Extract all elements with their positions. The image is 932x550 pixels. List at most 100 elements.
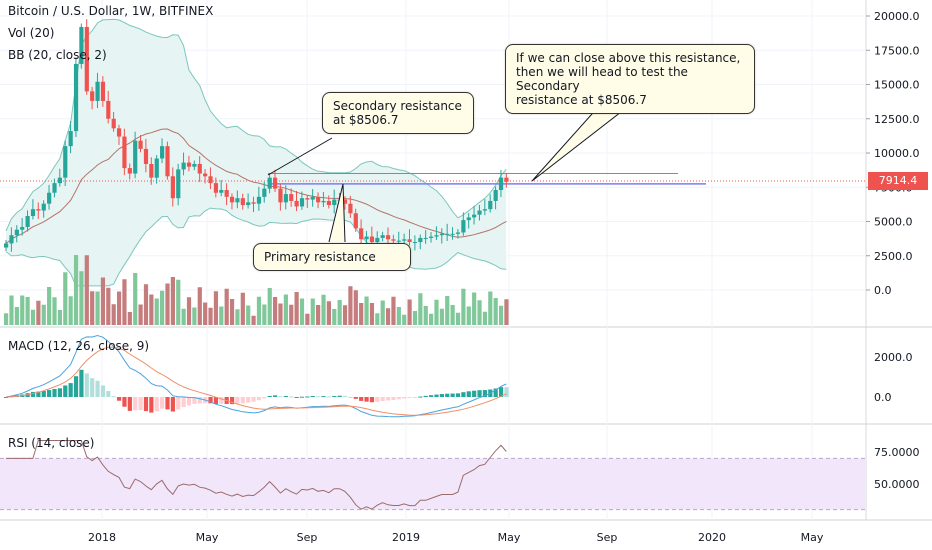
volume-bar: [380, 300, 385, 325]
macd-histogram-bar: [396, 397, 401, 400]
macd-histogram-bar: [294, 397, 299, 398]
volume-bar: [138, 304, 143, 325]
candle-body: [402, 239, 407, 241]
candle-body: [385, 235, 391, 240]
macd-histogram-bar: [251, 397, 256, 402]
volume-bar: [84, 255, 89, 325]
candle-body: [407, 239, 412, 243]
macd-histogram-bar: [90, 378, 95, 397]
macd-histogram-bar: [100, 385, 106, 397]
macd-histogram-bar: [181, 397, 186, 408]
macd-histogram-bar: [375, 397, 380, 402]
macd-histogram-bar: [79, 369, 84, 397]
candle-body: [482, 209, 488, 211]
volume-bar: [57, 310, 62, 325]
secondary-pointer: [267, 137, 333, 176]
volume-bar: [273, 297, 278, 325]
macd-histogram-bar: [63, 385, 68, 397]
secondary-resistance-callout[interactable]: Secondary resistance at $8506.7: [322, 92, 474, 134]
volume-bar: [289, 304, 294, 325]
macd-signal-line: [5, 346, 507, 416]
macd-histogram-bar: [289, 396, 294, 398]
candle-body: [116, 128, 122, 137]
time-tick-label: Sep: [597, 531, 618, 544]
candle-body: [138, 140, 143, 149]
candle-body: [299, 198, 305, 207]
macd-histogram-bar: [305, 396, 310, 398]
candle-body: [127, 168, 132, 174]
candle-body: [79, 26, 84, 64]
macd-histogram-bar: [106, 391, 111, 397]
time-tick-label: May: [801, 531, 824, 544]
volume-bar: [106, 287, 111, 325]
candle-body: [240, 198, 245, 206]
candle-body: [84, 26, 89, 92]
macd-histogram-bar: [402, 397, 407, 399]
candle-body: [498, 177, 504, 190]
macd-histogram-bar: [41, 391, 46, 397]
rsi-band: [0, 458, 866, 510]
candle-body: [359, 228, 364, 240]
volume-bar: [170, 277, 175, 325]
volume-bar: [192, 307, 197, 325]
macd-histogram-bar: [240, 397, 245, 404]
volume-bar: [219, 306, 224, 325]
primary-resistance-callout[interactable]: Primary resistance: [253, 243, 411, 271]
macd-histogram-bar: [342, 395, 348, 397]
volume-bar: [14, 307, 19, 325]
candle-body: [30, 209, 36, 217]
volume-bar: [41, 304, 46, 325]
candle-body: [294, 200, 299, 207]
candle-body: [160, 146, 165, 159]
macd-histogram-bar: [262, 397, 267, 399]
candle-body: [106, 100, 111, 119]
macd-histogram-bar: [423, 395, 428, 397]
macd-histogram-bar: [310, 396, 315, 398]
volume-bar: [246, 305, 251, 325]
volume-bar: [418, 293, 423, 325]
candle-body: [289, 194, 294, 201]
macd-histogram-bar: [299, 396, 305, 398]
vol-indicator-label: Vol (20): [8, 26, 55, 40]
macd-histogram-bar: [450, 393, 455, 397]
candle-body: [203, 173, 208, 177]
macd-histogram-bar: [133, 397, 138, 411]
candle-body: [181, 162, 186, 170]
macd-histogram-bar: [4, 397, 9, 398]
candle-body: [450, 233, 455, 235]
candle-body: [100, 81, 106, 101]
volume-bar: [95, 291, 100, 325]
candle-body: [391, 239, 396, 241]
macd-histogram-bar: [143, 397, 149, 412]
volume-bar: [133, 273, 138, 325]
macd-histogram-bar: [256, 397, 262, 401]
candle-body: [412, 242, 418, 244]
candle-body: [434, 235, 439, 237]
candle-body: [455, 232, 461, 234]
volume-bar: [176, 279, 181, 325]
macd-histogram-bar: [267, 395, 272, 397]
last-price-tag: 7914.4: [868, 172, 928, 190]
candle-body: [41, 203, 46, 211]
macd-histogram-bar: [273, 395, 278, 397]
macd-histogram-bar: [482, 390, 488, 397]
macd-histogram-bar: [170, 397, 175, 412]
volume-bar: [353, 290, 358, 325]
candle-body: [149, 163, 154, 178]
candle-body: [9, 235, 14, 244]
volume-bar: [423, 306, 428, 325]
macd-histogram-bar: [369, 397, 375, 403]
macd-histogram-bar: [504, 387, 509, 397]
candle-body: [192, 163, 197, 167]
macd-histogram-bar: [208, 397, 213, 404]
volume-bar: [342, 305, 348, 325]
note-callout[interactable]: If we can close above this resistance, t…: [505, 44, 755, 114]
macd-histogram-bar: [385, 397, 391, 401]
macd-histogram-bar: [359, 397, 364, 401]
macd-tick-label: 2000.0: [874, 351, 913, 364]
macd-histogram-bar: [278, 396, 283, 398]
volume-bar: [47, 287, 52, 325]
primary-pointer: [328, 183, 346, 243]
macd-histogram-bar: [418, 396, 423, 398]
